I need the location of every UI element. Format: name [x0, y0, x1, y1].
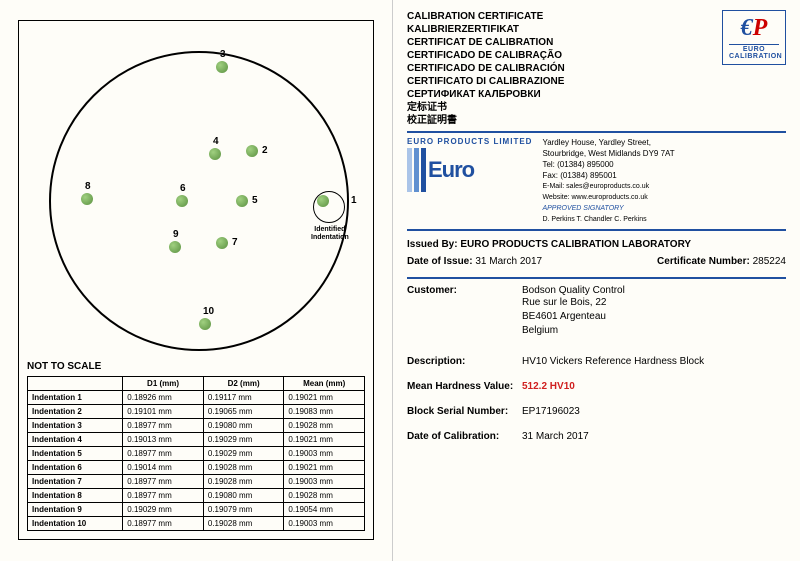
company-row: EURO PRODUCTS LIMITED Euro Yardley House…: [407, 137, 786, 225]
cert-title-line: KALIBRIERZERTIFIKAT: [407, 23, 565, 36]
col-header: D2 (mm): [203, 377, 284, 391]
table-row: Indentation 10.18926 mm0.19117 mm0.19021…: [28, 391, 365, 405]
left-page: IdentifiedIndentation 1 2 3 4 5 6 7 8 9 10 NOT TO…: [0, 0, 393, 561]
indentation-dot: [169, 241, 181, 253]
indentation-dot: [209, 148, 221, 160]
cert-title-line: CERTIFICADO DE CALIBRAÇÃO: [407, 49, 565, 62]
block-circle: [49, 51, 349, 351]
cert-title-line: CERTIFICAT DE CALIBRATION: [407, 36, 565, 49]
table-row: Indentation 50.18977 mm0.19029 mm0.19003…: [28, 447, 365, 461]
cert-title-line: 定标证书: [407, 101, 565, 114]
col-header: [28, 377, 123, 391]
divider: [407, 229, 786, 231]
dot-label: 7: [232, 237, 238, 248]
cert-title-line: CALIBRATION CERTIFICATE: [407, 10, 565, 23]
measurement-table: D1 (mm)D2 (mm)Mean (mm) Indentation 10.1…: [27, 376, 365, 531]
address-block: Yardley House, Yardley Street, Stourbrid…: [542, 137, 674, 225]
cert-title-line: CERTIFICADO DE CALIBRACIÓN: [407, 62, 565, 75]
right-page: CALIBRATION CERTIFICATEKALIBRIERZERTIFIK…: [393, 0, 800, 561]
dot-label: 5: [252, 195, 258, 206]
table-row: Indentation 20.19101 mm0.19065 mm0.19083…: [28, 405, 365, 419]
issue-row: Date of Issue: 31 March 2017 Certificate…: [407, 256, 786, 267]
dot-label: 6: [180, 183, 186, 194]
indentation-diagram: IdentifiedIndentation 1 2 3 4 5 6 7 8 9 10: [27, 29, 365, 359]
serial-row: Block Serial Number: EP17196023: [407, 406, 786, 417]
dot-label: 4: [213, 136, 219, 147]
diagram-frame: IdentifiedIndentation 1 2 3 4 5 6 7 8 9 10 NOT TO…: [18, 20, 374, 540]
dot-label: 1: [351, 195, 357, 206]
col-header: D1 (mm): [123, 377, 204, 391]
divider: [407, 277, 786, 279]
dot-label: 8: [85, 181, 91, 192]
table-row: Indentation 40.19013 mm0.19029 mm0.19021…: [28, 433, 365, 447]
col-header: Mean (mm): [284, 377, 365, 391]
certificate-header: CALIBRATION CERTIFICATEKALIBRIERZERTIFIK…: [407, 10, 786, 127]
indentation-dot: [246, 145, 258, 157]
indentation-dot: [236, 195, 248, 207]
dot-label: 10: [203, 306, 214, 317]
not-to-scale: NOT TO SCALE: [27, 361, 365, 372]
dot-label: 2: [262, 145, 268, 156]
title-list: CALIBRATION CERTIFICATEKALIBRIERZERTIFIK…: [407, 10, 565, 127]
divider: [407, 131, 786, 133]
indentation-dot: [216, 237, 228, 249]
indentation-dot: [176, 195, 188, 207]
cert-title-line: 校正証明書: [407, 114, 565, 127]
cert-title-line: CERTIFICATO DI CALIBRAZIONE: [407, 75, 565, 88]
table-row: Indentation 90.19029 mm0.19079 mm0.19054…: [28, 503, 365, 517]
identified-label: IdentifiedIndentation: [311, 226, 349, 242]
euro-wordmark: Euro: [428, 157, 474, 183]
customer-address: Rue sur le Bois, 22 BE4601 Argenteau Bel…: [522, 296, 786, 338]
dot-label: 3: [220, 49, 226, 60]
euro-logo: EURO PRODUCTS LIMITED Euro: [407, 137, 532, 192]
table-row: Indentation 70.18977 mm0.19028 mm0.19003…: [28, 475, 365, 489]
ep-logo: €P EUROCALIBRATION: [722, 10, 786, 65]
table-row: Indentation 80.18977 mm0.19080 mm0.19028…: [28, 489, 365, 503]
mean-hardness-row: Mean Hardness Value: 512.2 HV10: [407, 381, 786, 392]
indentation-dot: [81, 193, 93, 205]
indentation-dot: [216, 61, 228, 73]
indentation-dot: [199, 318, 211, 330]
table-row: Indentation 60.19014 mm0.19028 mm0.19021…: [28, 461, 365, 475]
description-row: Description: HV10 Vickers Reference Hard…: [407, 356, 786, 367]
cal-date-row: Date of Calibration: 31 March 2017: [407, 431, 786, 442]
dot-label: 9: [173, 229, 179, 240]
table-row: Indentation 100.18977 mm0.19028 mm0.1900…: [28, 517, 365, 531]
issued-by: Issued By: EURO PRODUCTS CALIBRATION LAB…: [407, 239, 786, 250]
table-row: Indentation 30.18977 mm0.19080 mm0.19028…: [28, 419, 365, 433]
customer-row: Customer: Bodson Quality Control: [407, 285, 786, 296]
company-name: EURO PRODUCTS LIMITED: [407, 137, 532, 146]
indentation-dot: [317, 195, 329, 207]
cert-title-line: СЕРТИФИКАТ КАЛБРОВКИ: [407, 88, 565, 101]
